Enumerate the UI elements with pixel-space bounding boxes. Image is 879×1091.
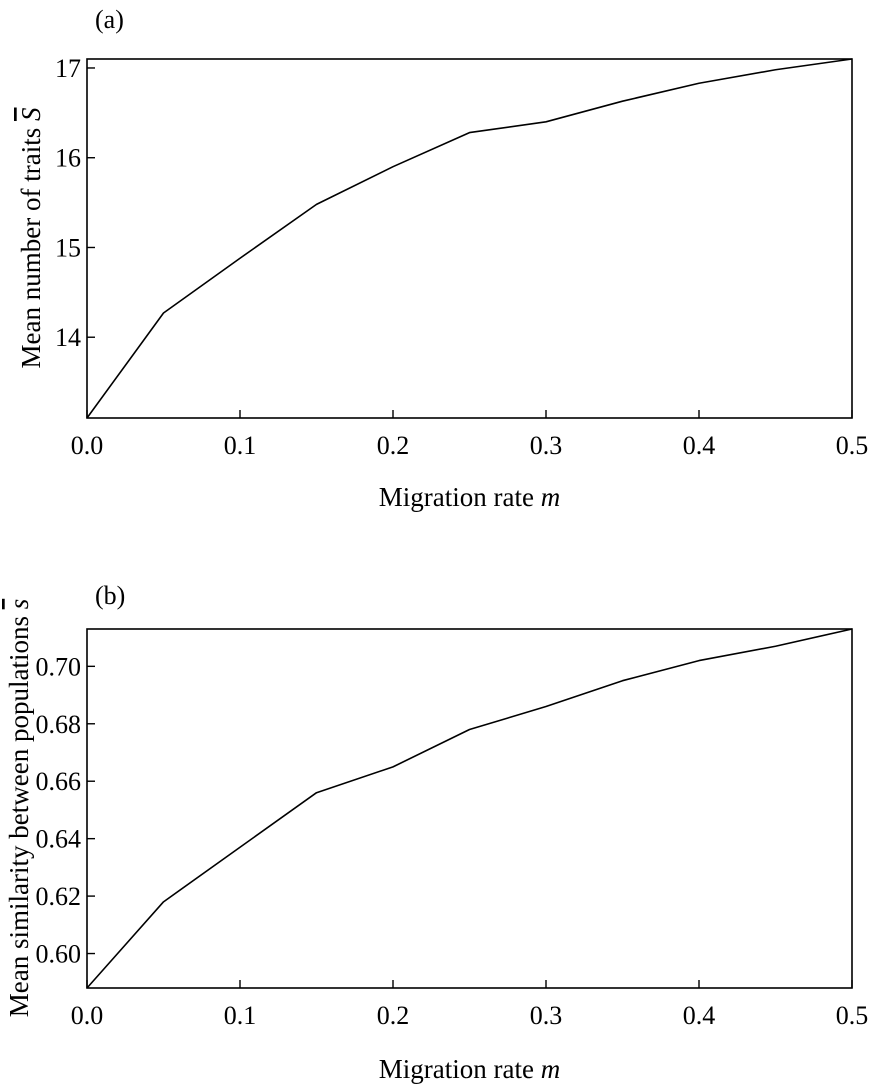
y-tick-label: 0.66 — [36, 767, 82, 796]
x-tick-label: 0.0 — [71, 1001, 104, 1030]
x-tick-label: 0.1 — [224, 431, 257, 460]
x-tick-label: 0.4 — [683, 1001, 716, 1030]
x-tick-label: 0.3 — [530, 431, 563, 460]
y-tick-label: 0.62 — [36, 882, 82, 911]
panel-label: (b) — [95, 581, 125, 610]
y-tick-label: 0.68 — [36, 710, 82, 739]
series-line — [86, 628, 853, 989]
y-tick-label: 0.70 — [36, 652, 82, 681]
x-tick-label: 0.4 — [683, 431, 716, 460]
x-tick-label: 0.5 — [836, 1001, 869, 1030]
series-line — [86, 58, 853, 419]
x-axis-title: Migration rate m — [379, 1054, 560, 1084]
x-tick-label: 0.2 — [377, 1001, 410, 1030]
plot-frame — [86, 628, 853, 989]
panel-b: (b) 0.0 0.1 0.2 0.3 0.4 0.5 0.60 0.62 0.64 0.66 0.6… — [4, 581, 868, 1084]
x-tick-label: 0.3 — [530, 1001, 563, 1030]
x-tick-label: 0.5 — [836, 431, 869, 460]
y-tick-label: 0.64 — [36, 825, 82, 854]
x-axis-title: Migration rate m — [379, 482, 560, 512]
panel-a: (a) 0.0 0.1 0.2 0.3 0.4 0.5 14 15 16 17 Migration r… — [16, 5, 868, 512]
y-tick-label: 16 — [55, 144, 81, 173]
x-tick-label: 0.0 — [71, 431, 104, 460]
y-tick-label: 14 — [55, 323, 81, 352]
y-tick-label: 15 — [55, 233, 81, 262]
plot-frame — [86, 58, 853, 419]
x-tick-label: 0.1 — [224, 1001, 257, 1030]
y-axis-title: Mean similarity between populations s — [4, 599, 34, 1017]
panel-label: (a) — [95, 5, 124, 34]
x-tick-label: 0.2 — [377, 431, 410, 460]
y-tick-label: 17 — [55, 54, 81, 83]
y-tick-label: 0.60 — [36, 940, 82, 969]
y-axis-title: Mean number of traits S — [16, 107, 46, 368]
